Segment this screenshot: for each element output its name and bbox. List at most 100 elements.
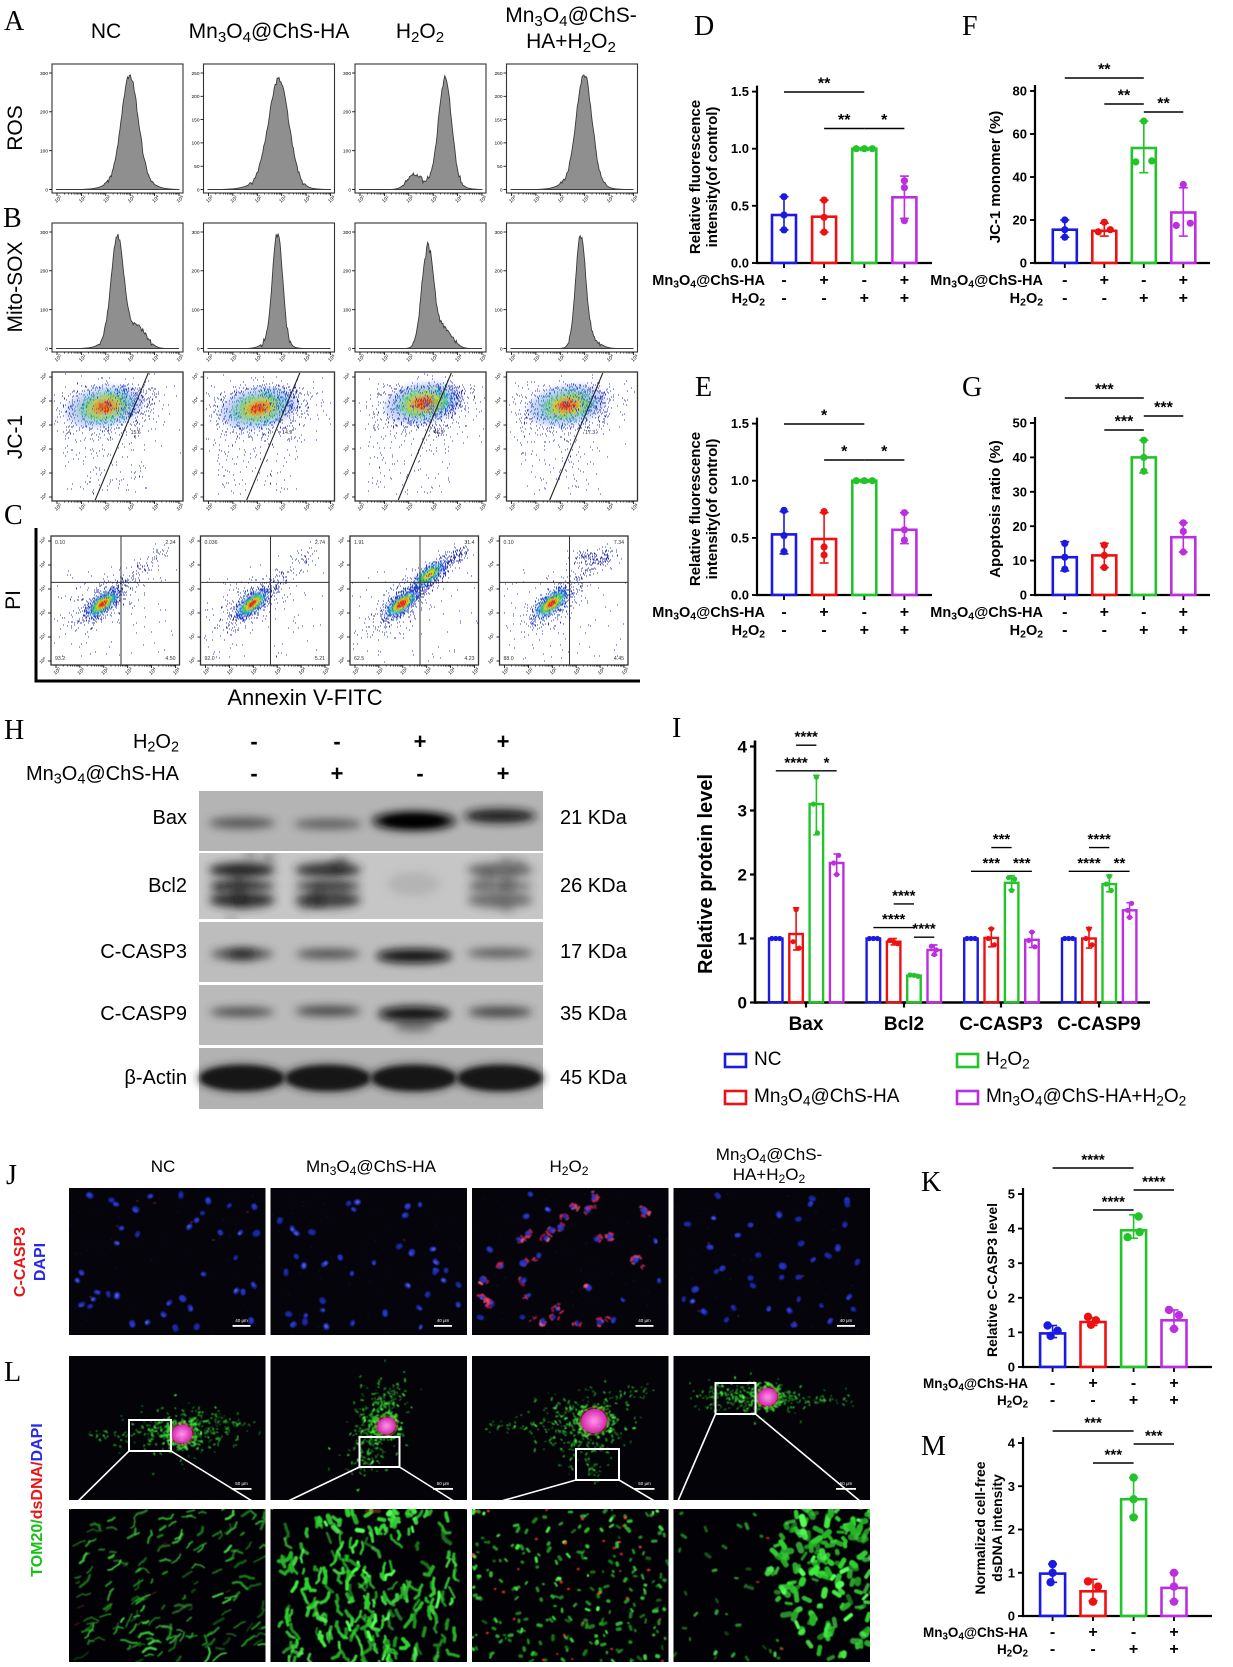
svg-text:0: 0 [197, 346, 200, 352]
svg-text:101: 101 [494, 468, 503, 477]
svg-text:0: 0 [1020, 588, 1027, 603]
svg-text:+: + [497, 761, 510, 786]
svg-text:102: 102 [102, 502, 112, 512]
svg-text:104: 104 [302, 194, 312, 204]
svg-text:103: 103 [126, 194, 136, 204]
svg-text:40: 40 [1013, 170, 1027, 185]
svg-text:1: 1 [1008, 1565, 1015, 1580]
svg-text:Mn3O4@ChS-HA: Mn3O4@ChS-HA [652, 605, 765, 623]
svg-text:101: 101 [487, 632, 496, 641]
svg-text:0: 0 [45, 346, 48, 352]
svg-text:*: * [881, 444, 888, 461]
svg-text:F: F [962, 11, 978, 42]
svg-text:-: - [821, 622, 826, 639]
svg-text:300: 300 [191, 230, 199, 236]
svg-text:+: + [900, 622, 909, 639]
svg-text:93.2: 93.2 [55, 656, 65, 662]
svg-text:100: 100 [494, 492, 503, 501]
svg-text:104: 104 [302, 353, 312, 363]
svg-text:HA+H2O2: HA+H2O2 [733, 1165, 806, 1186]
svg-text:101: 101 [532, 194, 542, 204]
svg-text:105: 105 [321, 666, 331, 676]
svg-text:0.5: 0.5 [731, 198, 749, 213]
svg-text:105: 105 [175, 353, 185, 363]
svg-text:105: 105 [39, 372, 48, 381]
svg-text:+: + [860, 622, 869, 639]
svg-text:***: *** [1115, 414, 1134, 431]
svg-text:****: **** [1102, 1194, 1126, 1211]
svg-text:200: 200 [494, 269, 502, 275]
svg-text:+: + [1139, 622, 1148, 639]
svg-text:Mn3O4@ChS-HA: Mn3O4@ChS-HA [26, 763, 180, 788]
svg-text:DAPI: DAPI [32, 1243, 49, 1281]
svg-text:100: 100 [356, 353, 366, 363]
svg-text:K: K [921, 1167, 941, 1198]
svg-text:104: 104 [151, 502, 161, 512]
svg-text:100: 100 [356, 194, 366, 204]
svg-text:105: 105 [478, 194, 488, 204]
svg-text:100: 100 [501, 666, 511, 676]
svg-text:NC: NC [91, 20, 121, 43]
svg-text:17.3: 17.3 [585, 430, 595, 436]
svg-text:100: 100 [38, 656, 47, 665]
svg-text:4: 4 [1008, 1436, 1016, 1451]
svg-text:H2O2: H2O2 [986, 1049, 1030, 1071]
svg-text:101: 101 [229, 194, 239, 204]
svg-text:104: 104 [188, 560, 197, 569]
svg-text:C-CASP9: C-CASP9 [100, 1003, 187, 1025]
svg-text:-: - [1090, 1392, 1095, 1409]
svg-text:100: 100 [508, 194, 518, 204]
svg-text:+: + [900, 290, 909, 307]
svg-text:-: - [1102, 290, 1107, 307]
svg-text:-: - [781, 622, 786, 639]
svg-text:40 μm: 40 μm [235, 1318, 248, 1323]
svg-text:50 μm: 50 μm [235, 1481, 248, 1486]
svg-text:100: 100 [202, 666, 212, 676]
svg-text:JC-1: JC-1 [4, 415, 27, 459]
svg-text:+: + [1179, 622, 1188, 639]
svg-text:104: 104 [596, 666, 606, 676]
svg-text:Mn3O4@ChS-HA+H2O2: Mn3O4@ChS-HA+H2O2 [986, 1086, 1186, 1108]
svg-text:50 μm: 50 μm [840, 1481, 853, 1486]
svg-text:-: - [1090, 1641, 1095, 1658]
svg-text:+: + [1179, 290, 1188, 307]
svg-text:102: 102 [254, 194, 264, 204]
svg-text:-: - [862, 272, 867, 289]
svg-text:101: 101 [76, 666, 86, 676]
svg-text:****: **** [795, 729, 819, 746]
svg-text:300: 300 [40, 71, 48, 77]
svg-text:100: 100 [343, 149, 351, 155]
svg-text:104: 104 [487, 560, 496, 569]
svg-text:7.34: 7.34 [614, 540, 624, 546]
svg-text:104: 104 [454, 353, 464, 363]
svg-text:2: 2 [1008, 1522, 1015, 1537]
svg-text:102: 102 [337, 608, 346, 617]
svg-text:+: + [331, 761, 344, 786]
svg-text:105: 105 [172, 666, 182, 676]
svg-text:-: - [1141, 604, 1146, 621]
svg-text:102: 102 [405, 502, 415, 512]
svg-text:102: 102 [549, 666, 559, 676]
svg-text:104: 104 [454, 194, 464, 204]
svg-text:+: + [1169, 1375, 1178, 1392]
svg-text:Normalized cell-free: Normalized cell-free [972, 1461, 988, 1594]
svg-text:+: + [1169, 1641, 1178, 1658]
svg-text:0: 0 [500, 346, 503, 352]
svg-text:HA+H2O2: HA+H2O2 [526, 30, 616, 56]
svg-text:1.91: 1.91 [354, 540, 364, 546]
svg-text:101: 101 [381, 194, 391, 204]
svg-text:103: 103 [278, 353, 288, 363]
svg-text:102: 102 [405, 353, 415, 363]
svg-text:104: 104 [454, 502, 464, 512]
svg-text:****: **** [912, 921, 936, 938]
svg-text:+: + [1169, 1624, 1178, 1641]
svg-text:TOM20/dsDNA/DAPI: TOM20/dsDNA/DAPI [29, 1423, 46, 1577]
svg-text:Mn3O4@ChS-HA: Mn3O4@ChS-HA [923, 1625, 1028, 1642]
svg-text:H2O2: H2O2 [732, 291, 766, 309]
svg-text:104: 104 [342, 396, 351, 405]
svg-text:103: 103 [191, 420, 200, 429]
svg-text:C-CASP3: C-CASP3 [12, 1227, 29, 1297]
svg-text:-: - [1102, 622, 1107, 639]
svg-text:2: 2 [738, 866, 747, 885]
svg-text:-: - [1062, 622, 1067, 639]
